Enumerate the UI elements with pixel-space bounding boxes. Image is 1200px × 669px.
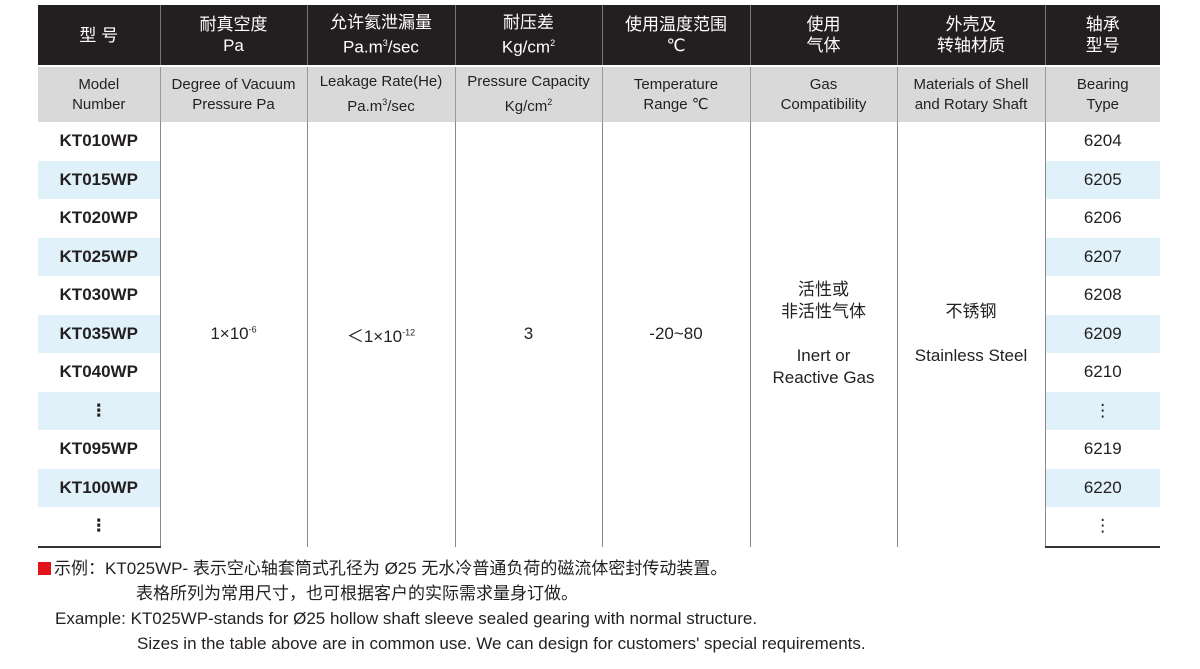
table-row: KT035WP 6209	[38, 314, 1160, 353]
vacuum-cell: 1×10-6	[159, 122, 308, 547]
bearing-cell: 6210	[1044, 353, 1160, 392]
th-en-leak: Leakage Rate(He) Pa.m3/sec	[306, 65, 455, 122]
th-en-pressure: Pressure Capacity Kg/cm2	[454, 65, 602, 122]
th-en-gas: Gas Compatibility	[749, 65, 897, 122]
th-temp: 使用温度范围 ℃	[601, 5, 750, 66]
th-en-vacuum: Degree of Vacuum Pressure Pa	[159, 65, 307, 122]
table-row: KT030WP 6208	[38, 276, 1160, 315]
th-bearing: 轴承 型号	[1044, 5, 1160, 66]
table-row: ⋮ ⋮	[38, 507, 1160, 548]
model-cell: KT035WP	[38, 314, 160, 353]
table-row: KT095WP 6219	[38, 430, 1160, 469]
model-cell: KT040WP	[59, 362, 138, 382]
temp-cell: -20~80	[601, 122, 751, 547]
bearing-cell: 6220	[1044, 468, 1160, 507]
note-cn-1: 示例：KT025WP- 表示空心轴套筒式孔径为 Ø25 无水冷普通负荷的磁流体密…	[38, 556, 866, 581]
bearing-cell: ⋮	[1044, 391, 1160, 430]
table-row: KT025WP 6207	[38, 237, 1160, 276]
th-pressure: 耐压差 Kg/cm2	[454, 5, 602, 66]
model-cell: KT025WP	[38, 237, 160, 276]
note-en-1: Example: KT025WP-stands for Ø25 hollow s…	[55, 609, 758, 628]
th-en-model: Model Number	[38, 65, 160, 122]
header-row-en: Model Number Degree of Vacuum Pressure Pa …	[38, 65, 1160, 122]
th-en-material: Materials of Shell and Rotary Shaft	[896, 65, 1045, 122]
bearing-cell: 6205	[1044, 160, 1160, 199]
bearing-cell: 6209	[1044, 314, 1160, 353]
bearing-cell: 6219	[1044, 430, 1160, 469]
table-row: KT100WP 6220	[38, 468, 1160, 507]
note-en-2: Sizes in the table above are in common u…	[137, 634, 866, 653]
header-row-cn: 型 号 耐真空度 Pa 允许氦泄漏量 Pa.m3/sec 耐压差 Kg/cm2 使用温…	[38, 5, 1160, 66]
red-square-icon	[38, 562, 51, 575]
model-cell: KT095WP	[59, 439, 138, 459]
table-row: ⋮ ⋮	[38, 391, 1160, 430]
th-leak: 允许氦泄漏量 Pa.m3/sec	[306, 5, 455, 66]
material-cell: 不锈钢 Stainless Steel	[896, 122, 1046, 547]
bearing-cell: 6208	[1044, 276, 1160, 315]
th-en-bearing: Bearing Type	[1044, 65, 1160, 122]
model-cell: KT010WP	[59, 131, 138, 151]
model-cell: KT020WP	[59, 208, 138, 228]
bearing-cell: ⋮	[1044, 507, 1160, 548]
table-row: KT010WP 1×10-6 ＜1×10-12 3 -20~80 活性或 非活性气体…	[38, 122, 1160, 547]
table-row: KT020WP 6206	[38, 199, 1160, 238]
model-cell: ⋮	[38, 507, 160, 548]
th-material: 外壳及 转轴材质	[896, 5, 1045, 66]
model-cell: ⋮	[38, 391, 160, 430]
th-vacuum: 耐真空度 Pa	[159, 5, 307, 66]
model-cell: KT015WP	[38, 160, 160, 199]
th-model: 型 号	[38, 5, 160, 66]
spec-table: 型 号 耐真空度 Pa 允许氦泄漏量 Pa.m3/sec 耐压差 Kg/cm2 使用温…	[38, 5, 1160, 548]
table-row: KT040WP 6210	[38, 353, 1160, 392]
th-en-temp: Temperature Range ℃	[601, 65, 750, 122]
gas-cell: 活性或 非活性气体 Inert or Reactive Gas	[749, 122, 898, 547]
bearing-cell: 6207	[1044, 237, 1160, 276]
notes: 示例：KT025WP- 表示空心轴套筒式孔径为 Ø25 无水冷普通负荷的磁流体密…	[38, 556, 866, 656]
model-cell: KT030WP	[59, 285, 138, 305]
bearing-cell: 6206	[1044, 199, 1160, 238]
leak-cell: ＜1×10-12	[306, 122, 456, 547]
bearing-cell: 6204	[1044, 122, 1160, 161]
th-gas: 使用 气体	[749, 5, 897, 66]
model-cell: KT100WP	[38, 468, 160, 507]
pressure-cell: 3	[454, 122, 603, 547]
note-cn-2: 表格所列为常用尺寸，也可根据客户的实际需求量身订做。	[136, 584, 578, 603]
table-row: KT015WP 6205	[38, 160, 1160, 199]
